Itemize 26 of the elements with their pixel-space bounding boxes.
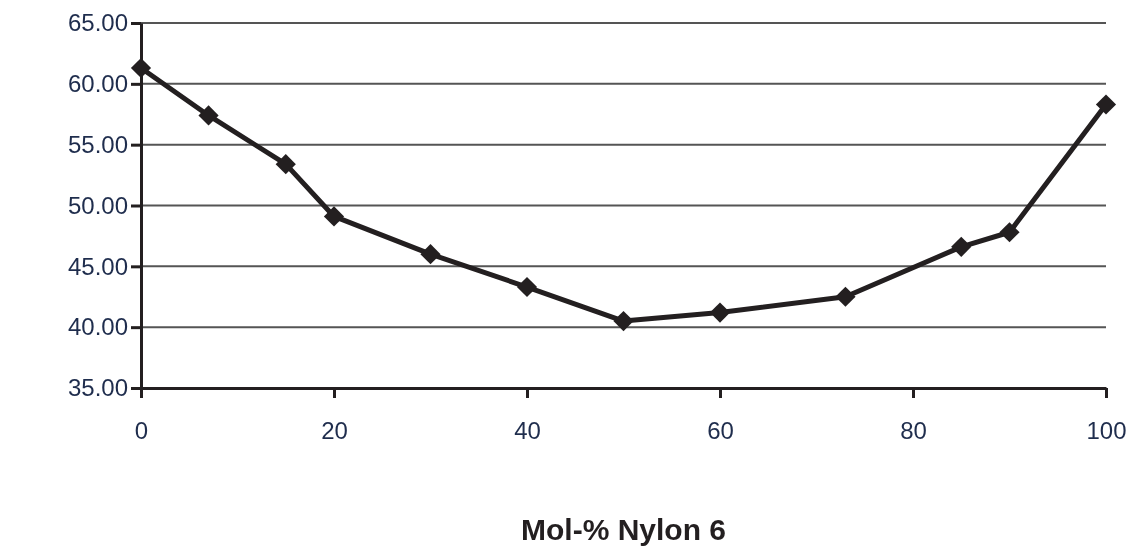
- y-tick-label: 35.00: [67, 374, 128, 402]
- y-tick-label: 65.00: [67, 9, 128, 37]
- x-tick-label: 80: [900, 417, 927, 445]
- x-axis-title: Mol-% Nylon 6: [520, 513, 727, 546]
- point: [709, 302, 731, 323]
- point: [275, 154, 296, 175]
- x-tick-label: 20: [321, 417, 348, 445]
- y-tick-label: 60.00: [67, 70, 128, 98]
- point: [951, 236, 972, 257]
- point: [613, 310, 634, 332]
- y-tick-label: 45.00: [67, 252, 128, 280]
- y-tick-label: 55.00: [67, 130, 128, 158]
- x-tick-label: 40: [514, 417, 541, 445]
- point: [420, 244, 441, 265]
- point: [999, 222, 1020, 243]
- x-tick-label: 100: [1086, 417, 1127, 445]
- point: [323, 206, 345, 227]
- point: [1095, 94, 1117, 115]
- y-tick-label: 40.00: [67, 313, 128, 341]
- point: [130, 57, 152, 79]
- x-tick-label: 60: [707, 417, 734, 445]
- point: [835, 286, 856, 307]
- x-tick-label: 0: [134, 417, 149, 445]
- point: [516, 276, 538, 298]
- point: [198, 105, 219, 126]
- y-tick-label: 50.00: [67, 191, 128, 219]
